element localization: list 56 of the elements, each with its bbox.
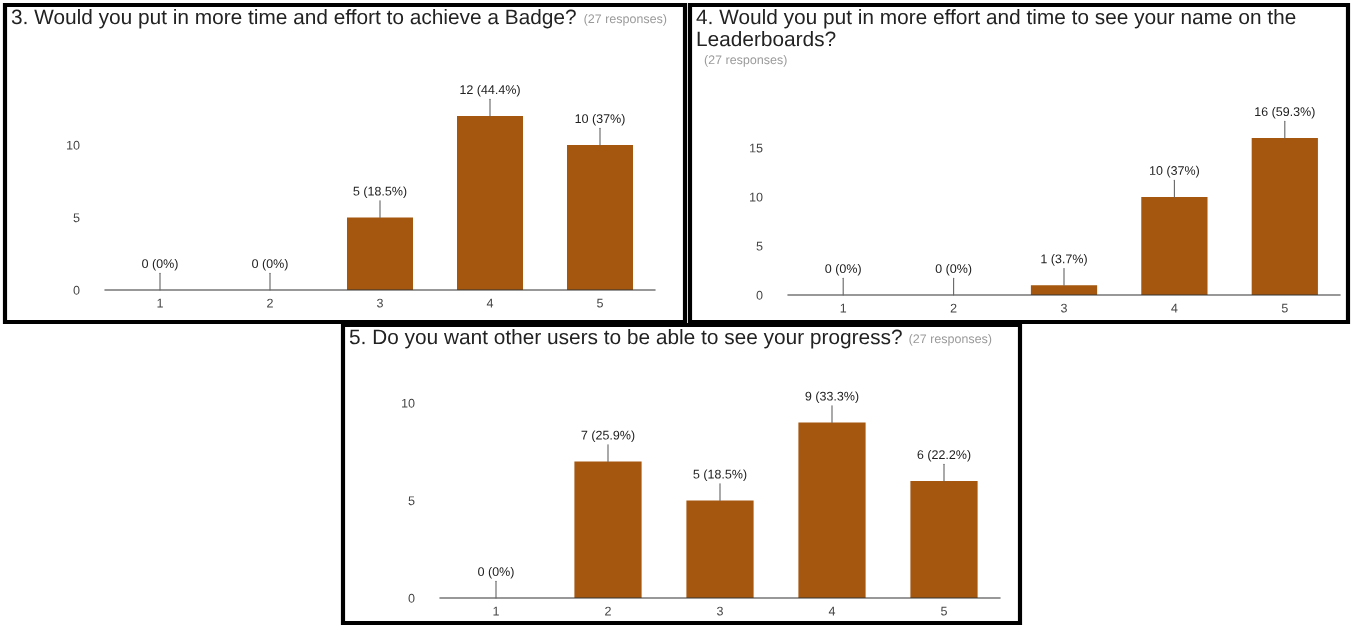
data-label: 16 (59.3%) [1255, 106, 1315, 119]
x-tick-label: 1 [840, 303, 847, 313]
x-tick-label: 5 [941, 606, 947, 616]
data-label: 0 (0%) [252, 258, 288, 271]
bar [1030, 285, 1098, 295]
x-tick-label: 2 [605, 606, 611, 616]
chart-subtitle: (27 responses) [584, 14, 667, 26]
data-label: 0 (0%) [935, 263, 972, 276]
x-tick-label: 3 [1061, 303, 1067, 313]
y-tick-label: 0 [756, 290, 763, 300]
bar [1251, 138, 1318, 295]
data-label: 5 (18.5%) [353, 186, 407, 199]
x-tick-label: 4 [1171, 303, 1178, 313]
data-label: 7 (25.9%) [581, 430, 635, 443]
data-label: 1 (3.7%) [1041, 254, 1087, 266]
bar [347, 217, 413, 290]
data-label: 5 (18.5%) [693, 469, 747, 482]
bar [686, 500, 754, 598]
x-tick-label: 3 [377, 298, 383, 308]
bar [1141, 196, 1208, 295]
chart-title: 4. Would you put in more effort and time to see your name on the Leaderboards? [696, 9, 1296, 47]
data-label: 10 (37%) [575, 113, 625, 126]
x-tick-label: 2 [267, 298, 273, 308]
y-tick-label: 5 [73, 213, 80, 223]
bar [574, 461, 642, 598]
chart-subtitle: (27 responses) [909, 334, 992, 346]
x-tick-label: 5 [597, 298, 603, 308]
x-tick-label: 4 [828, 606, 836, 616]
y-tick-label: 10 [402, 398, 415, 408]
data-label: 0 (0%) [142, 258, 178, 271]
bar [567, 145, 633, 290]
x-tick-label: 4 [486, 298, 494, 308]
y-tick-label: 10 [750, 192, 763, 202]
x-tick-label: 1 [157, 298, 163, 308]
bar [798, 422, 866, 598]
x-tick-label: 3 [717, 606, 723, 616]
y-tick-label: 10 [67, 140, 80, 150]
data-label: 10 (37%) [1149, 165, 1199, 178]
y-tick-label: 5 [408, 496, 415, 506]
bar [910, 481, 978, 598]
y-tick-label: 15 [750, 143, 763, 153]
chart-title: 5. Do you want other users to be able to see your progress? [349, 329, 902, 349]
chart-subtitle: (27 responses) [704, 55, 787, 67]
data-label: 0 (0%) [478, 566, 514, 579]
data-label: 0 (0%) [825, 263, 861, 276]
data-label: 12 (44.4%) [460, 84, 520, 97]
bar [457, 116, 523, 290]
x-tick-label: 2 [950, 303, 957, 313]
data-label: 9 (33.3%) [805, 391, 859, 404]
chart-title: 3. Would you put in more time and effort to achieve a Badge? [11, 9, 576, 29]
x-tick-label: 1 [493, 606, 499, 616]
x-tick-label: 5 [1281, 303, 1288, 313]
data-label: 6 (22.2%) [917, 449, 971, 462]
y-tick-label: 0 [408, 593, 415, 603]
y-tick-label: 5 [756, 241, 763, 251]
y-tick-label: 0 [73, 285, 80, 295]
